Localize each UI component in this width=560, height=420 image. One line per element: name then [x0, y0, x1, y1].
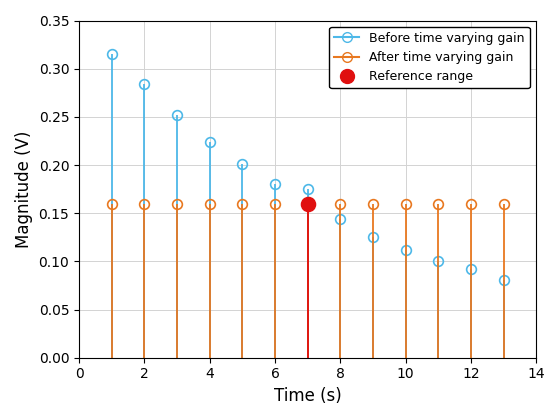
- Legend: Before time varying gain, After time varying gain, Reference range: Before time varying gain, After time var…: [329, 27, 530, 88]
- X-axis label: Time (s): Time (s): [274, 387, 342, 405]
- Y-axis label: Magnitude (V): Magnitude (V): [15, 131, 33, 248]
